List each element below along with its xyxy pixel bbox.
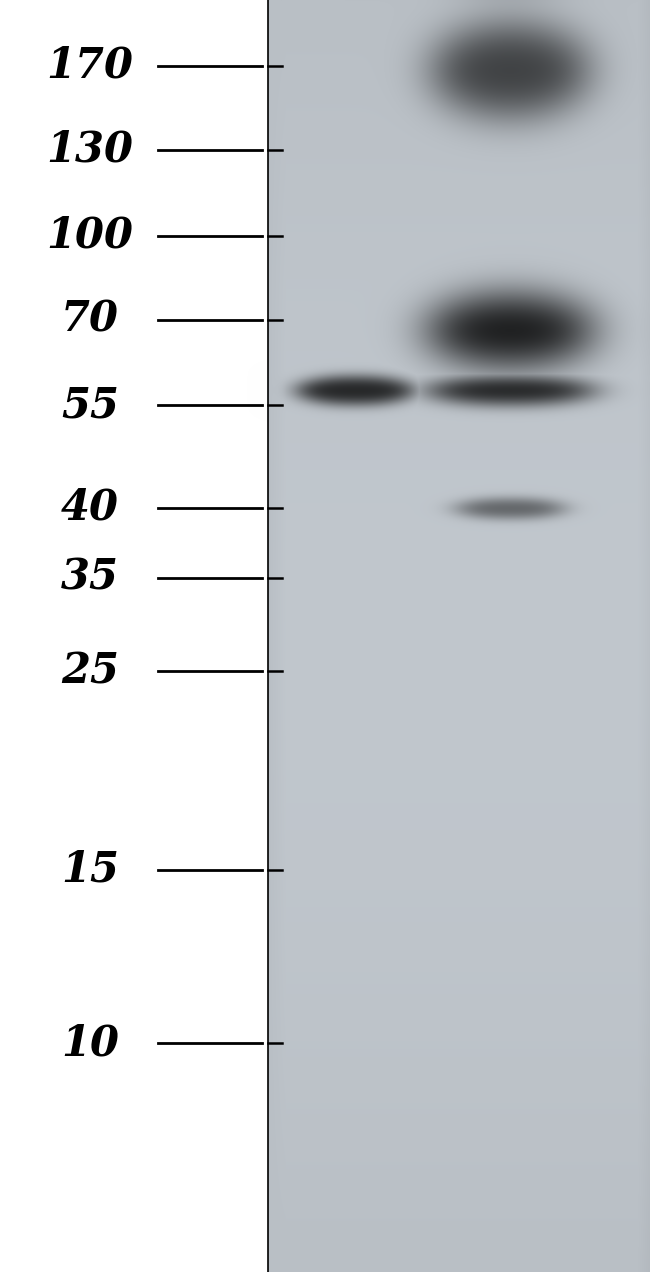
Text: 170: 170 — [47, 45, 133, 86]
Text: 35: 35 — [61, 557, 119, 599]
Text: 25: 25 — [61, 650, 119, 692]
Text: 40: 40 — [61, 487, 119, 529]
Text: 130: 130 — [47, 128, 133, 170]
Text: 15: 15 — [61, 848, 119, 890]
Text: 10: 10 — [61, 1021, 119, 1063]
Text: 70: 70 — [61, 299, 119, 341]
Text: 55: 55 — [61, 384, 119, 426]
Text: 100: 100 — [47, 215, 133, 257]
